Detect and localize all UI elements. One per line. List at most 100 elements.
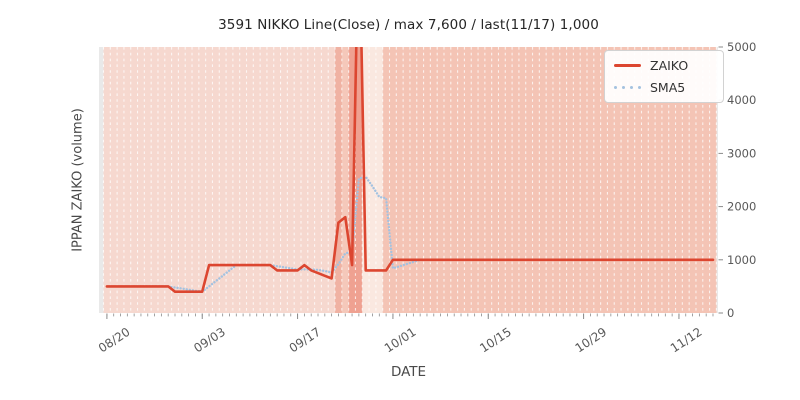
day-band [471, 47, 479, 313]
day-band [566, 47, 574, 313]
day-band [403, 47, 411, 313]
day-band [655, 47, 663, 313]
x-tick-label: 10/15 [477, 325, 514, 356]
day-band [600, 47, 608, 313]
day-band [123, 47, 131, 313]
day-band [648, 47, 656, 313]
day-band [280, 47, 288, 313]
day-band [709, 47, 717, 313]
x-tick-label: 10/29 [573, 325, 610, 356]
day-band [389, 47, 397, 313]
y-tick-label: 5000 [727, 40, 756, 54]
day-band [437, 47, 445, 313]
day-band [409, 47, 417, 313]
day-band [253, 47, 261, 313]
day-band [689, 47, 697, 313]
y-tick-label: 2000 [727, 200, 756, 214]
day-band [335, 47, 342, 313]
day-band [450, 47, 458, 313]
day-band [512, 47, 520, 313]
day-band [164, 47, 172, 313]
day-band [552, 47, 560, 313]
day-band [491, 47, 499, 313]
day-band [117, 47, 125, 313]
day-band [695, 47, 703, 313]
day-band [580, 47, 588, 313]
x-tick-labels: 08/20 09/03 09/17 10/01 10/15 10/29 11/12 [96, 325, 705, 356]
day-band [593, 47, 601, 313]
day-band [246, 47, 254, 313]
day-band [362, 47, 370, 313]
day-band [151, 47, 159, 313]
day-band [505, 47, 513, 313]
day-band [341, 47, 349, 313]
day-band [260, 47, 268, 313]
background-bands [103, 47, 717, 313]
day-band [205, 47, 213, 313]
day-band [314, 47, 322, 313]
day-band [239, 47, 247, 313]
x-tick-label: 09/17 [287, 325, 324, 356]
sma5-line [132, 175, 715, 293]
y-axis-ticks: 0 1000 2000 3000 4000 5000 [718, 40, 756, 320]
day-band [614, 47, 622, 313]
x-tick-label: 11/12 [668, 325, 705, 356]
day-band [212, 47, 220, 313]
day-band [300, 47, 308, 313]
day-band [668, 47, 676, 313]
day-band [702, 47, 710, 313]
x-tick-label: 09/03 [191, 325, 228, 356]
day-band [607, 47, 615, 313]
day-band [627, 47, 635, 313]
day-band [144, 47, 152, 313]
day-band [546, 47, 554, 313]
legend-label-zaiko: ZAIKO [650, 58, 689, 73]
day-band [443, 47, 451, 313]
day-band [185, 47, 193, 313]
day-band [192, 47, 199, 313]
y-tick-label: 3000 [727, 146, 756, 160]
day-band [232, 47, 240, 313]
day-band [375, 47, 383, 313]
day-band [103, 47, 111, 313]
day-band [661, 47, 669, 313]
sma5-dotted-swatch [614, 85, 641, 90]
y-tick-label: 1000 [727, 253, 756, 267]
day-band [518, 47, 526, 313]
legend-item-sma5: SMA5 [614, 80, 714, 95]
y-tick-label: 4000 [727, 93, 756, 107]
day-band [484, 47, 492, 313]
legend-item-zaiko: ZAIKO [614, 58, 714, 73]
day-band [539, 47, 547, 313]
day-band [110, 47, 118, 313]
day-band [219, 47, 227, 313]
day-band [328, 47, 336, 313]
day-band [559, 47, 567, 313]
day-band [130, 47, 138, 313]
day-band [416, 47, 424, 313]
day-band [137, 47, 145, 313]
day-band [178, 47, 186, 313]
day-band [307, 47, 315, 313]
day-band [198, 47, 206, 313]
day-band [573, 47, 581, 313]
x-axis-ticks [106, 313, 714, 319]
legend: ZAIKO SMA5 [604, 50, 724, 103]
day-band [423, 47, 431, 313]
legend-label-sma5: SMA5 [650, 80, 686, 95]
day-band [634, 47, 642, 313]
day-band [382, 47, 390, 313]
day-band [641, 47, 649, 313]
zaiko-line-swatch [614, 63, 641, 68]
day-band [321, 47, 329, 313]
day-band [226, 47, 234, 313]
day-band [396, 47, 404, 313]
day-band [478, 47, 486, 313]
day-band [621, 47, 629, 313]
x-tick-label: 10/01 [382, 325, 419, 356]
x-tick-label: 08/20 [96, 325, 133, 356]
day-band [498, 47, 506, 313]
day-band [682, 47, 690, 313]
day-band [266, 47, 274, 313]
